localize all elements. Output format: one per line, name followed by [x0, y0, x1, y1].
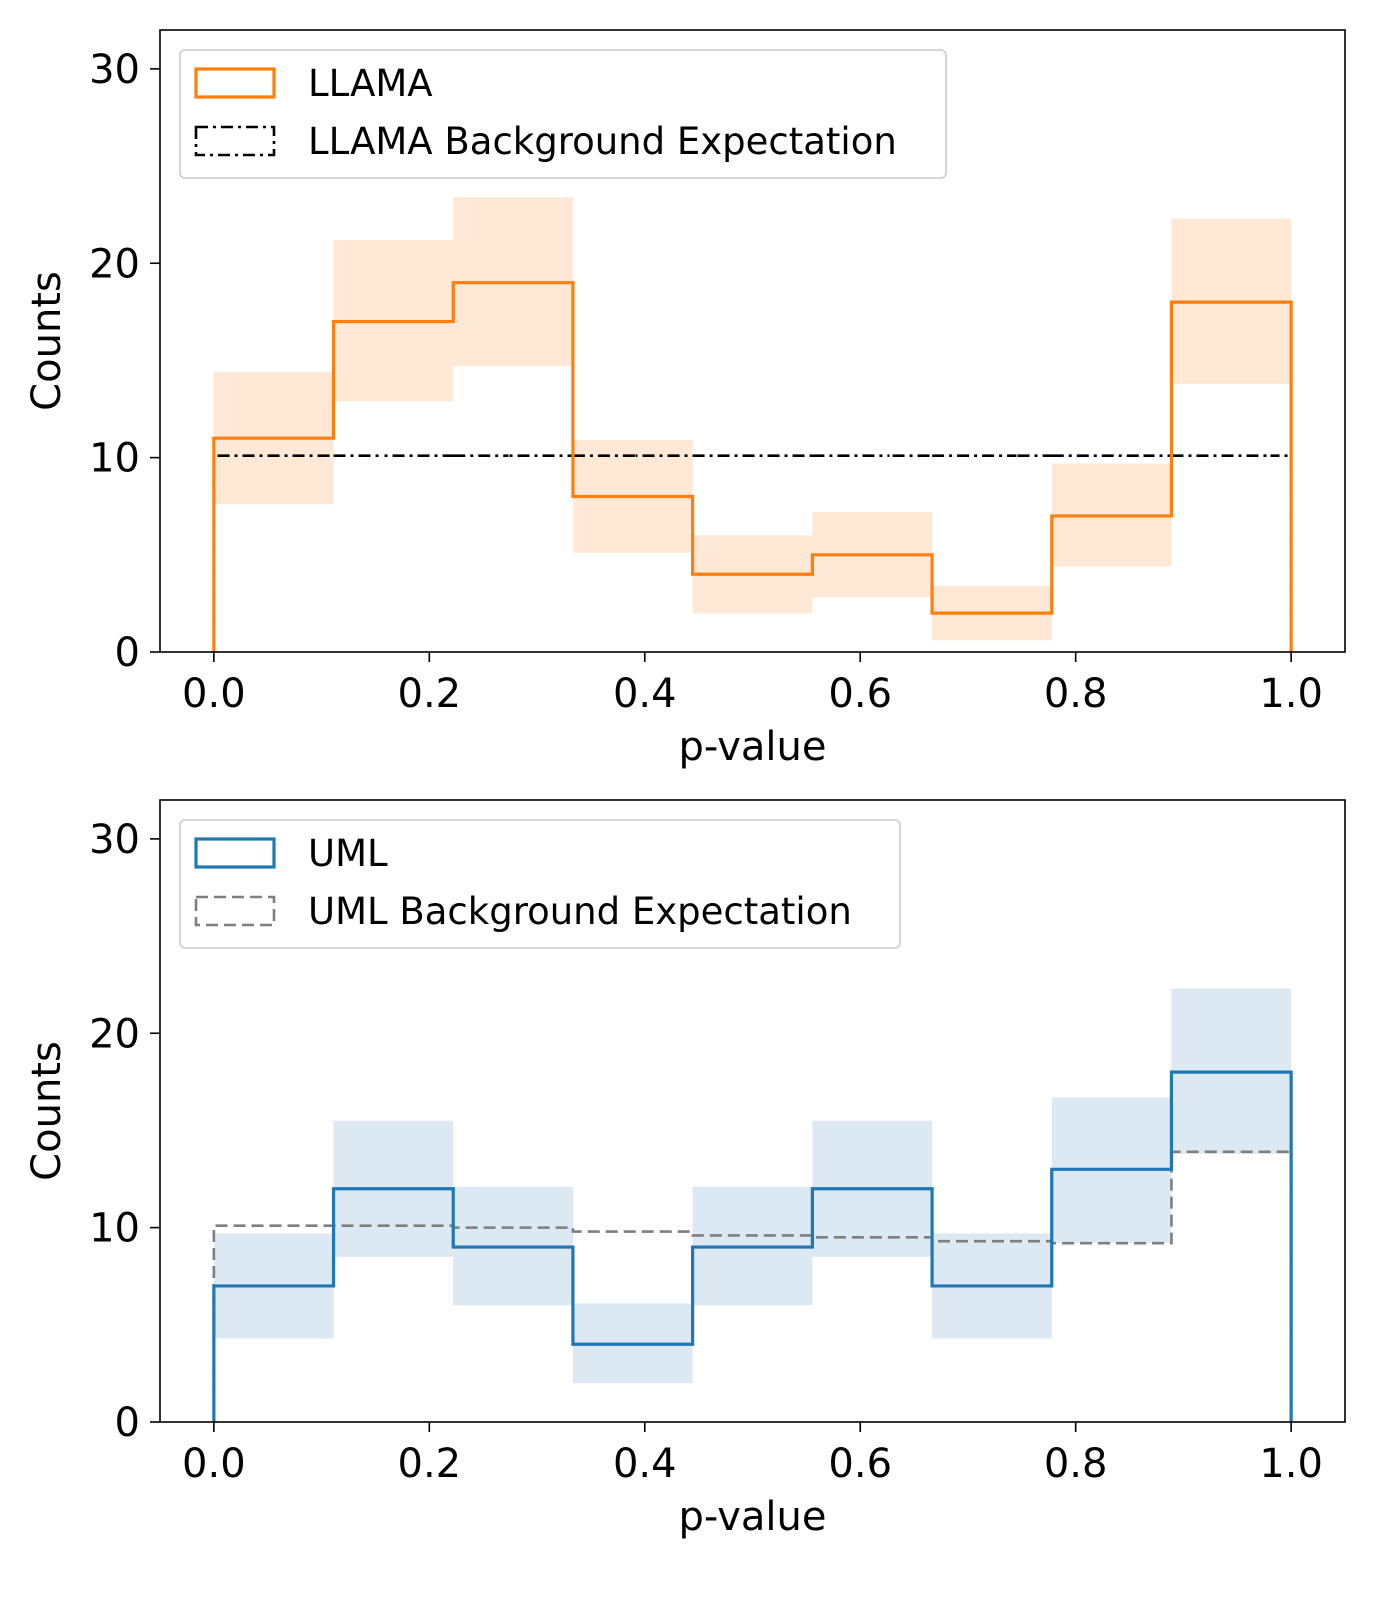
uml-y-tick-label: 20 — [89, 1011, 140, 1057]
llama-x-axis-label: p-value — [678, 724, 826, 770]
uml-legend: UML UML Background Expectation — [179, 819, 901, 949]
uml-lines — [212, 1070, 1293, 1422]
llama-legend-box — [179, 49, 947, 179]
llama-y-tick-label: 30 — [89, 47, 140, 93]
llama-x-tick-label: 0.4 — [613, 671, 677, 717]
uml-y-tick-label: 30 — [89, 817, 140, 863]
llama-background-legend-label: LLAMA Background Expectation — [308, 120, 897, 163]
uml-histogram-line — [212, 1070, 1293, 1422]
llama-x-tick-label: 0.0 — [182, 671, 246, 717]
llama-x-tick-label: 0.2 — [398, 671, 462, 717]
llama-x-tick-label: 1.0 — [1259, 671, 1323, 717]
uml-background-legend-label: UML Background Expectation — [308, 890, 852, 933]
uml-x-tick-label: 0.2 — [398, 1441, 462, 1487]
uml-y-ticks: 0 10 20 30 — [89, 817, 160, 1446]
llama-y-ticks: 0 10 20 30 — [89, 47, 160, 676]
llama-x-tick-label: 0.6 — [828, 671, 892, 717]
llama-axes-frame — [159, 29, 1346, 653]
uml-x-tick-label: 0.4 — [613, 1441, 677, 1487]
uml-axes-frame — [159, 799, 1346, 1423]
uml-uncertainty-bands — [213, 988, 1292, 1384]
uml-panel: 0.0 0.2 0.4 0.6 0.8 1.0 0 10 20 30 p-value Count… — [24, 799, 1346, 1540]
llama-y-tick-label: 10 — [89, 436, 140, 482]
llama-histogram-line — [212, 281, 1293, 652]
llama-x-ticks: 0.0 0.2 0.4 0.6 0.8 1.0 — [182, 652, 1323, 717]
uml-legend-swatch — [194, 837, 276, 869]
llama-legend-label: LLAMA — [308, 62, 433, 105]
uml-y-tick-label: 0 — [115, 1400, 140, 1446]
llama-y-tick-label: 20 — [89, 241, 140, 287]
llama-panel: 0.0 0.2 0.4 0.6 0.8 1.0 0 10 20 30 p-value Count… — [24, 29, 1346, 770]
uml-legend-label: UML — [308, 832, 388, 875]
llama-background-legend-swatch — [194, 125, 276, 157]
llama-legend: LLAMA LLAMA Background Expectation — [179, 49, 947, 179]
uml-x-ticks: 0.0 0.2 0.4 0.6 0.8 1.0 — [182, 1422, 1323, 1487]
uml-legend-box — [179, 819, 901, 949]
uml-y-tick-label: 10 — [89, 1206, 140, 1252]
uml-background-legend-swatch — [194, 895, 276, 927]
uml-y-axis-label: Counts — [24, 1041, 70, 1181]
llama-y-axis-label: Counts — [24, 271, 70, 411]
llama-y-tick-label: 0 — [115, 630, 140, 676]
llama-lines — [212, 281, 1293, 652]
uml-x-tick-label: 1.0 — [1259, 1441, 1323, 1487]
uml-x-tick-label: 0.6 — [828, 1441, 892, 1487]
uml-x-tick-label: 0.8 — [1044, 1441, 1108, 1487]
llama-legend-swatch — [194, 67, 276, 99]
llama-background-expectation-line — [212, 454, 1293, 652]
llama-x-tick-label: 0.8 — [1044, 671, 1108, 717]
uml-x-tick-label: 0.0 — [182, 1441, 246, 1487]
uml-x-axis-label: p-value — [678, 1494, 826, 1540]
